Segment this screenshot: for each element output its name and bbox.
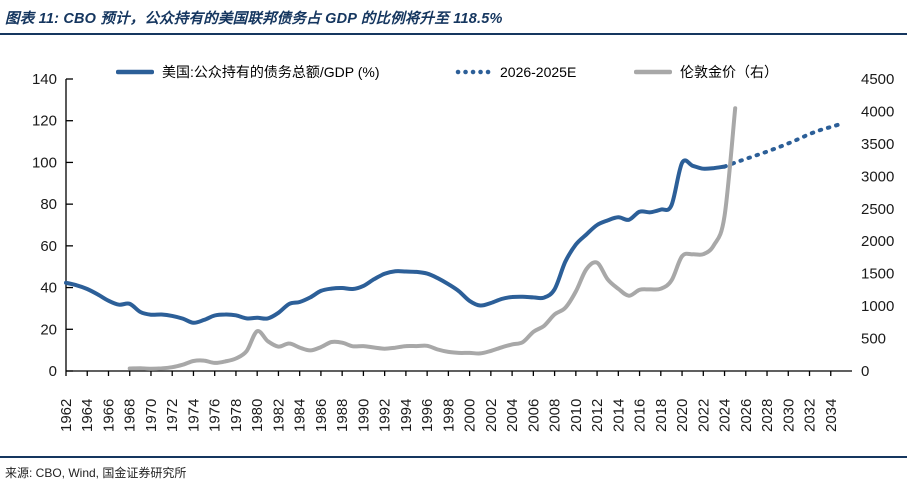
x-tick-label: 1964 xyxy=(79,399,96,432)
series-line-projection xyxy=(722,121,844,169)
source-note: 来源: CBO, Wind, 国金证券研究所 xyxy=(5,466,187,480)
x-tick-label: 2016 xyxy=(632,399,649,432)
y-left-tick-label: 120 xyxy=(32,113,57,130)
x-tick-label: 1978 xyxy=(228,399,245,432)
x-tick-label: 2006 xyxy=(525,399,542,432)
x-tick-label: 1968 xyxy=(122,399,139,432)
y-left-tick-label: 20 xyxy=(40,321,57,338)
y-right-tick-label: 1500 xyxy=(861,266,894,283)
x-tick-label: 2018 xyxy=(653,399,670,432)
x-tick-label: 1998 xyxy=(440,399,457,432)
x-tick-label: 1976 xyxy=(207,399,224,432)
x-tick-label: 1992 xyxy=(377,399,394,432)
x-tick-label: 2008 xyxy=(547,399,564,432)
x-tick-label: 1972 xyxy=(164,399,181,432)
y-left-tick-label: 100 xyxy=(32,154,57,171)
x-tick-label: 2004 xyxy=(504,399,521,432)
solid-line-gray-icon xyxy=(634,69,672,75)
y-right-tick-label: 2000 xyxy=(861,233,894,250)
legend-item-us-debt: 美国:公众持有的债务总额/GDP (%) xyxy=(116,62,380,82)
dotted-line-icon xyxy=(455,69,492,75)
footer-divider xyxy=(0,456,907,458)
title-divider xyxy=(0,33,907,35)
x-tick-label: 2010 xyxy=(568,399,585,432)
x-tick-label: 2020 xyxy=(674,399,691,432)
y-left-tick-label: 60 xyxy=(40,238,57,255)
x-tick-label: 2026 xyxy=(738,399,755,432)
x-tick-label: 1996 xyxy=(419,399,436,432)
legend-label-gold: 伦敦金价（右） xyxy=(680,64,778,80)
x-tick-label: 1994 xyxy=(398,399,415,432)
x-tick-label: 1982 xyxy=(270,399,287,432)
y-right-tick-label: 3500 xyxy=(861,136,894,153)
x-tick-label: 2012 xyxy=(589,399,606,432)
legend-item-gold: 伦敦金价（右） xyxy=(634,62,778,82)
x-tick-label: 1966 xyxy=(100,399,117,432)
x-tick-label: 1980 xyxy=(249,399,266,432)
x-tick-label: 2034 xyxy=(823,399,840,432)
x-tick-label: 1988 xyxy=(334,399,351,432)
series-line-gold xyxy=(127,106,738,371)
y-left-tick-label: 80 xyxy=(40,196,57,213)
series-line-us-debt xyxy=(64,158,727,325)
y-right-tick-label: 1000 xyxy=(861,298,894,315)
y-right-tick-label: 2500 xyxy=(861,201,894,218)
x-tick-label: 2000 xyxy=(462,399,479,432)
x-tick-label: 1984 xyxy=(292,399,309,432)
x-tick-label: 2032 xyxy=(802,399,819,432)
figure-title: 图表 11: CBO 预计，公众持有的美国联邦债务占 GDP 的比例将升至 11… xyxy=(5,11,503,27)
legend: 美国:公众持有的债务总额/GDP (%) 2026-2025E 伦敦金价（右） xyxy=(0,62,907,82)
solid-line-icon xyxy=(116,69,154,75)
legend-label-us-debt: 美国:公众持有的债务总额/GDP (%) xyxy=(162,64,380,80)
x-tick-label: 2022 xyxy=(695,399,712,432)
x-tick-label: 2028 xyxy=(759,399,776,432)
x-tick-label: 1970 xyxy=(143,399,160,432)
x-tick-label: 2014 xyxy=(610,399,627,432)
y-right-tick-label: 3000 xyxy=(861,168,894,185)
x-tick-label: 2024 xyxy=(717,399,734,432)
y-left-tick-label: 40 xyxy=(40,280,57,297)
x-tick-label: 1974 xyxy=(185,399,202,432)
x-tick-label: 1990 xyxy=(355,399,372,432)
x-tick-label: 1962 xyxy=(58,399,75,432)
legend-label-projection: 2026-2025E xyxy=(500,64,577,80)
y-right-tick-label: 4000 xyxy=(861,103,894,120)
y-right-tick-label: 4500 xyxy=(861,71,894,88)
y-left-tick-label: 140 xyxy=(32,71,57,88)
y-right-tick-label: 500 xyxy=(861,331,886,348)
y-right-tick-label: 0 xyxy=(861,363,869,380)
legend-item-projection: 2026-2025E xyxy=(454,62,576,82)
x-tick-label: 2030 xyxy=(780,399,797,432)
x-tick-label: 2002 xyxy=(483,399,500,432)
x-tick-label: 1986 xyxy=(313,399,330,432)
y-left-tick-label: 0 xyxy=(49,363,57,380)
